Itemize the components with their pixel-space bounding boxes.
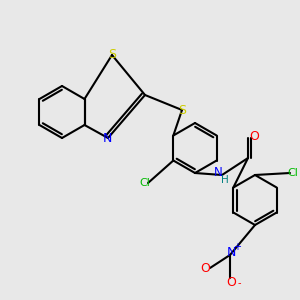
Text: Cl: Cl bbox=[140, 178, 150, 188]
Text: O: O bbox=[249, 130, 259, 143]
Text: S: S bbox=[108, 49, 116, 62]
Text: S: S bbox=[178, 103, 186, 116]
Text: O: O bbox=[226, 277, 236, 290]
Text: N: N bbox=[214, 167, 222, 179]
Text: Cl: Cl bbox=[288, 168, 298, 178]
Text: +: + bbox=[233, 242, 241, 252]
Text: -: - bbox=[237, 278, 241, 288]
Text: N: N bbox=[102, 131, 112, 145]
Text: O: O bbox=[200, 262, 210, 275]
Text: H: H bbox=[221, 175, 229, 185]
Text: N: N bbox=[226, 247, 236, 260]
